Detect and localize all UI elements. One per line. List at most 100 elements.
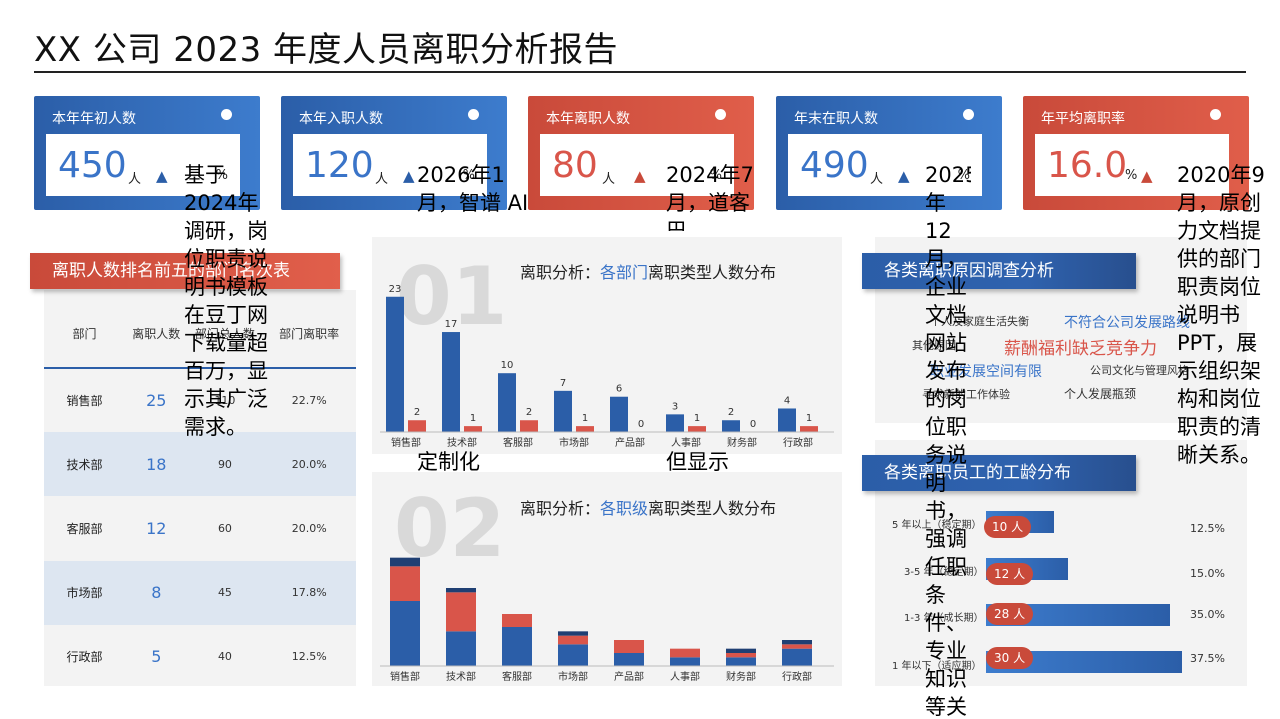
table-header: 离职人数 xyxy=(125,300,188,369)
kpi-percent: % xyxy=(462,168,475,183)
dot-icon xyxy=(1210,109,1221,120)
bar xyxy=(520,420,538,432)
x-tick-label: 财务部 xyxy=(726,670,756,683)
x-tick-label: 技术部 xyxy=(446,670,476,683)
x-tick-label: 销售部 xyxy=(391,436,421,449)
x-tick-label: 产品部 xyxy=(615,436,645,449)
table-header: 部门总人数 xyxy=(187,300,263,369)
table-cell: 40 xyxy=(217,650,232,664)
stacked-bar-segment xyxy=(670,657,700,666)
tenure-bar xyxy=(986,651,1182,673)
bar xyxy=(800,426,818,432)
kpi-percent: % xyxy=(957,168,970,183)
data-label: 4 xyxy=(784,395,790,406)
bar xyxy=(688,426,706,432)
reason-word: 其他原因 xyxy=(912,339,956,352)
bar xyxy=(666,414,684,432)
bar xyxy=(408,420,426,432)
stacked-bar-segment xyxy=(670,648,700,658)
stacked-bar-segment xyxy=(502,614,532,627)
tenure-count: 12 人 xyxy=(986,563,1034,585)
reason-word: 公司文化与管理风格 xyxy=(1090,364,1189,377)
stacked-bar-segment xyxy=(782,644,812,649)
x-tick-label: 行政部 xyxy=(782,670,812,683)
reasons-tag: 各类离职原因调查分析 xyxy=(862,253,1136,289)
kpi-value: 16.0 xyxy=(1047,145,1128,186)
kpi-unit: % xyxy=(1125,168,1138,183)
table-cell: 销售部 xyxy=(66,394,103,409)
bar xyxy=(554,390,572,432)
stacked-bar-segment xyxy=(558,631,588,636)
triangle-up-icon: ▲ xyxy=(1141,167,1153,185)
table-row: 客服部 12 60 20.0% xyxy=(44,496,356,560)
kpi-card-start-headcount: 本年年初人数 450 人 ▲ % xyxy=(34,96,260,210)
data-label: 3 xyxy=(672,401,678,412)
x-tick-label: 财务部 xyxy=(727,436,757,449)
kpi-value: 120 xyxy=(305,145,374,186)
overlay-text: 2020年9月，原创力文档提供的部门职责岗位说明书 PPT，展示组织架构和岗位职… xyxy=(1177,163,1265,467)
kpi-card-new-hires: 本年入职人数 120 人 ▲ % xyxy=(281,96,507,210)
chart-title-suffix: 离职类型人数分布 xyxy=(648,499,777,518)
stacked-bar-segment xyxy=(726,648,756,653)
data-label: 1 xyxy=(582,413,588,424)
data-label: 0 xyxy=(638,419,644,430)
table-cell: 5 xyxy=(151,647,162,667)
kpi-value-box: 490 人 ▲ % xyxy=(788,134,982,196)
bar xyxy=(610,396,628,432)
table-cell: 客服部 xyxy=(66,521,103,536)
dept-ranking-table: 部门 离职人数 部门总人数 部门离职率 销售部 25 110 22.7% 技术部… xyxy=(44,300,356,689)
triangle-up-icon: ▲ xyxy=(634,167,646,185)
kpi-label: 年末在职人数 xyxy=(794,111,878,127)
bar xyxy=(442,332,460,432)
bar xyxy=(576,426,594,432)
kpi-value-box: 16.0 % ▲ xyxy=(1035,134,1229,196)
kpi-card-end-headcount: 年末在职人数 490 人 ▲ % xyxy=(776,96,1002,210)
table-row: 销售部 25 110 22.7% xyxy=(44,368,356,432)
x-tick-label: 行政部 xyxy=(783,436,813,449)
chart-title-highlight: 各职级 xyxy=(600,499,649,518)
data-label: 23 xyxy=(389,284,402,295)
table-cell: 110 xyxy=(214,394,236,408)
overlay-text: 基于2024年调研，岗位职责说明书模板在豆丁网下载量超百万，显示其广泛需求。 xyxy=(184,163,268,439)
data-label: 7 xyxy=(560,378,566,389)
dot-icon xyxy=(221,109,232,120)
tenure-label: 5 年以上（稳定期） xyxy=(892,520,982,531)
reason-word: 个人发展瓶颈 xyxy=(1064,387,1137,401)
reason-word: 薪酬福利缺乏竞争力 xyxy=(1004,339,1157,359)
chart-title-highlight: 各部门 xyxy=(600,263,649,282)
kpi-label: 本年年初人数 xyxy=(52,111,136,127)
stacked-bar-segment xyxy=(782,640,812,645)
data-label: 2 xyxy=(414,407,420,418)
kpi-percent: % xyxy=(215,168,228,183)
table-cell: 22.7% xyxy=(291,394,327,408)
kpi-value-box: 80 人 ▲ % xyxy=(540,134,734,196)
x-tick-label: 客服部 xyxy=(502,670,532,683)
tenure-count: 30 人 xyxy=(986,647,1034,669)
tenure-percent: 37.5% xyxy=(1190,652,1225,665)
stacked-bar-segment xyxy=(390,601,420,666)
triangle-up-icon: ▲ xyxy=(156,167,168,185)
tenure-count: 28 人 xyxy=(986,603,1034,625)
table-cell: 17.8% xyxy=(262,560,356,625)
bar xyxy=(778,408,796,432)
kpi-value: 490 xyxy=(800,145,869,186)
kpi-percent: % xyxy=(709,168,722,183)
bar xyxy=(386,296,404,432)
table-cell: 技术部 xyxy=(44,432,126,497)
kpi-unit: 人 xyxy=(128,172,142,187)
stacked-bar-segment xyxy=(614,653,644,666)
x-tick-label: 客服部 xyxy=(503,436,533,449)
x-tick-label: 销售部 xyxy=(390,670,420,683)
section-number: 01 xyxy=(396,250,508,343)
x-tick-label: 市场部 xyxy=(558,670,588,683)
table-header: 部门离职率 xyxy=(262,300,356,369)
dept-leaver-bar-chart: 23 2 销售部 17 1 技术部 10 2 客服部 7 1 市场部 6 0 产品部 3 1 人事部 2 0 财务部 4 1… xyxy=(380,284,834,449)
table-cell: 8 xyxy=(125,560,188,625)
stacked-bar-segment xyxy=(446,592,476,632)
x-tick-label: 人事部 xyxy=(670,670,700,683)
chart2-title: 离职分析：各职级离职类型人数分布 xyxy=(520,495,776,519)
stacked-bar-segment xyxy=(390,566,420,601)
bar xyxy=(722,420,740,432)
kpi-value-box: 450 人 ▲ % xyxy=(46,134,240,196)
overlay-text: 但显示 xyxy=(666,450,729,474)
